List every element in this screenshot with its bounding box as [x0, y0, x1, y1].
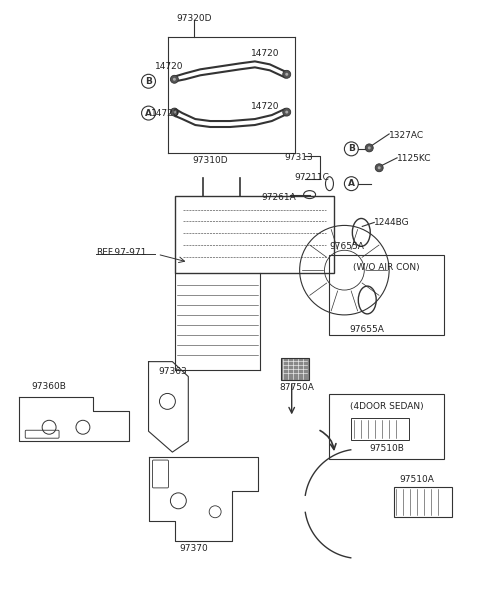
Text: 97655A: 97655A [329, 242, 364, 251]
Circle shape [285, 73, 288, 76]
Text: 97510B: 97510B [369, 444, 404, 453]
Circle shape [170, 75, 179, 83]
Text: B: B [348, 144, 355, 153]
Circle shape [173, 78, 176, 81]
Text: 14720: 14720 [155, 62, 183, 71]
Text: 87750A: 87750A [279, 383, 314, 392]
Text: A: A [145, 109, 152, 118]
FancyBboxPatch shape [281, 358, 309, 380]
Circle shape [375, 164, 383, 172]
Text: (4DOOR SEDAN): (4DOOR SEDAN) [350, 402, 423, 411]
Circle shape [283, 108, 291, 116]
Text: 97261A: 97261A [262, 193, 297, 202]
Text: 97510A: 97510A [399, 475, 434, 484]
Text: 1244BG: 1244BG [374, 219, 410, 227]
Text: 14720: 14720 [151, 109, 179, 118]
Text: A: A [348, 179, 355, 188]
Circle shape [378, 167, 381, 170]
Text: 97363: 97363 [158, 367, 187, 376]
Text: 97320D: 97320D [177, 14, 212, 23]
Text: 97370: 97370 [179, 544, 208, 553]
Text: 97211C: 97211C [295, 173, 330, 181]
Text: 97310D: 97310D [192, 156, 228, 165]
Circle shape [170, 108, 179, 116]
Circle shape [173, 110, 176, 113]
Text: 97313: 97313 [285, 153, 313, 162]
Text: 97655A: 97655A [350, 325, 384, 334]
Text: 1125KC: 1125KC [397, 154, 432, 163]
Text: 14720: 14720 [251, 49, 279, 58]
Text: (W/O AIR CON): (W/O AIR CON) [353, 263, 420, 272]
Text: B: B [145, 77, 152, 86]
Text: REF.97-971: REF.97-971 [96, 248, 146, 257]
Circle shape [283, 70, 291, 78]
Text: 97360B: 97360B [31, 383, 66, 392]
Circle shape [365, 144, 373, 152]
Text: 1327AC: 1327AC [389, 131, 424, 140]
Circle shape [285, 110, 288, 113]
Text: 14720: 14720 [251, 101, 279, 110]
Circle shape [368, 146, 371, 149]
